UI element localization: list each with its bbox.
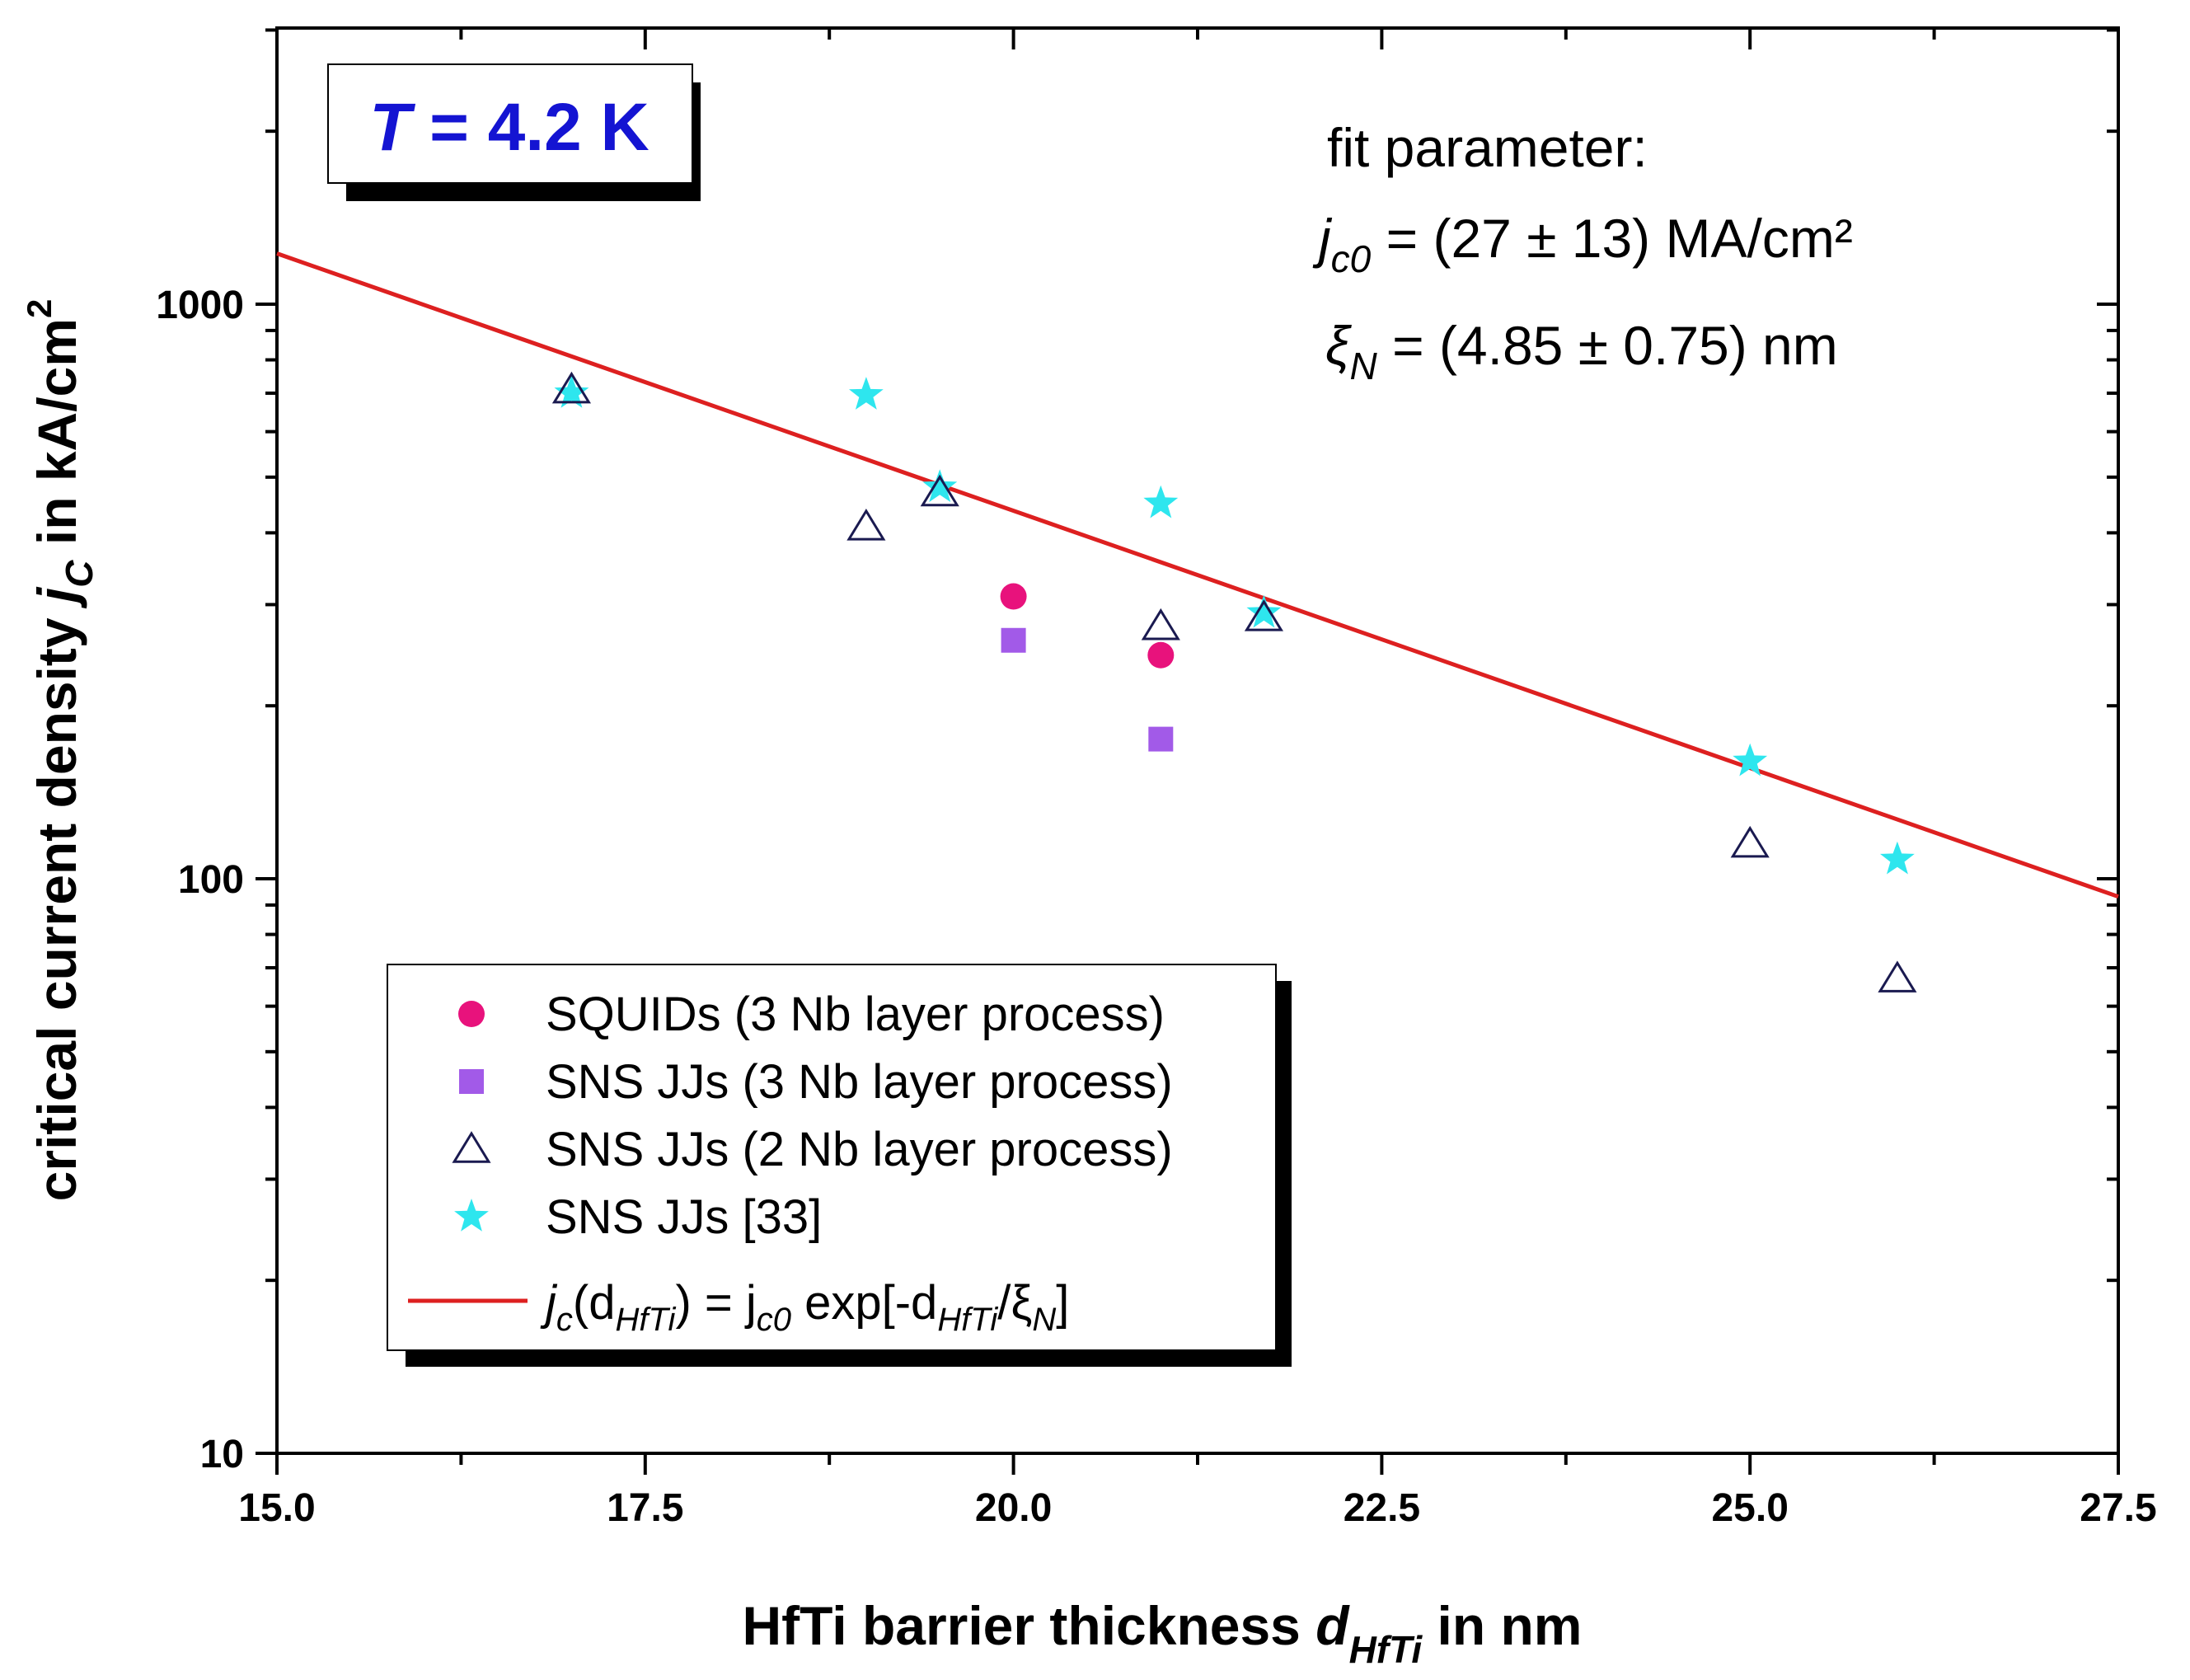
- data-point-star: [1143, 485, 1179, 519]
- fit-parameter-title: fit parameter:: [1327, 117, 1648, 178]
- fit-line: [276, 251, 2119, 899]
- legend-label-sns-2nb: SNS JJs (2 Nb layer process): [546, 1123, 1173, 1176]
- x-tick-label: 27.5: [2080, 1486, 2156, 1530]
- fit-parameter-annotation: fit parameter: jc0 = (27 ± 13) MA/cm² ξN…: [1312, 117, 1853, 387]
- data-point-star: [1880, 841, 1915, 875]
- data-point-triangle-open: [1878, 960, 1917, 993]
- data-point-star: [1733, 743, 1768, 777]
- legend-label-fit: jc(dHfTi) = jc0 exp[-dHfTi/ξN]: [540, 1276, 1069, 1338]
- y-tick-label: 10: [200, 1433, 244, 1476]
- temperature-box-frame: [327, 63, 693, 184]
- x-tick-label: 20.0: [975, 1486, 1052, 1530]
- temperature-box: T = 4.2 K: [327, 63, 701, 201]
- data-point-square: [1001, 627, 1026, 653]
- data-point-triangle-open: [1141, 608, 1180, 641]
- legend-symbols: [408, 1001, 528, 1303]
- legend-symbol-star: [454, 1199, 489, 1232]
- data-point-triangle-open: [920, 474, 959, 507]
- y-tick-label: 1000: [156, 284, 244, 327]
- y-axis-title: critical current density jC in kA/cm2: [20, 299, 101, 1202]
- fit-parameter-jc0: jc0 = (27 ± 13) MA/cm²: [1312, 208, 1853, 280]
- legend: SQUIDs (3 Nb layer process) SNS JJs (3 N…: [387, 964, 1292, 1367]
- x-tick-label: 25.0: [1711, 1486, 1788, 1530]
- legend-symbol-circle: [458, 1001, 485, 1027]
- data-point-star: [922, 469, 958, 502]
- data-point-star: [1246, 594, 1282, 628]
- fit-layer: [276, 251, 2119, 899]
- data-point-square: [1148, 726, 1174, 752]
- legend-label-sns-ref: SNS JJs [33]: [546, 1190, 822, 1244]
- x-tick-label: 15.0: [238, 1486, 315, 1530]
- data-point-circle: [1000, 583, 1027, 610]
- temperature-label: T = 4.2 K: [369, 90, 649, 165]
- data-point-circle: [1147, 641, 1175, 669]
- data-point-triangle-open: [551, 371, 592, 404]
- x-axis-title: HfTi barrier thickness dHfTi in nm: [743, 1595, 1583, 1671]
- tick-labels: 15.0 17.5 20.0 22.5 25.0 27.5 10 100 1000: [156, 284, 2156, 1530]
- data-point-star: [849, 377, 884, 410]
- legend-symbol-triangle-open: [452, 1131, 491, 1163]
- data-point-triangle-open: [1730, 825, 1770, 858]
- data-point-triangle-open: [1244, 599, 1283, 631]
- y-tick-label: 100: [178, 858, 244, 902]
- legend-label-sns-3nb: SNS JJs (3 Nb layer process): [546, 1055, 1173, 1109]
- x-tick-label: 22.5: [1344, 1486, 1420, 1530]
- data-point-triangle-open: [846, 509, 886, 541]
- legend-frame: [387, 964, 1277, 1351]
- legend-symbol-square: [459, 1069, 484, 1094]
- fit-parameter-xi: ξN = (4.85 ± 0.75) nm: [1325, 315, 1838, 387]
- x-tick-label: 17.5: [607, 1486, 683, 1530]
- data-point-star: [554, 375, 589, 408]
- points-layer: [551, 371, 1917, 993]
- plot-frame-layer: [256, 26, 2120, 1475]
- legend-label-squids: SQUIDs (3 Nb layer process): [546, 988, 1165, 1041]
